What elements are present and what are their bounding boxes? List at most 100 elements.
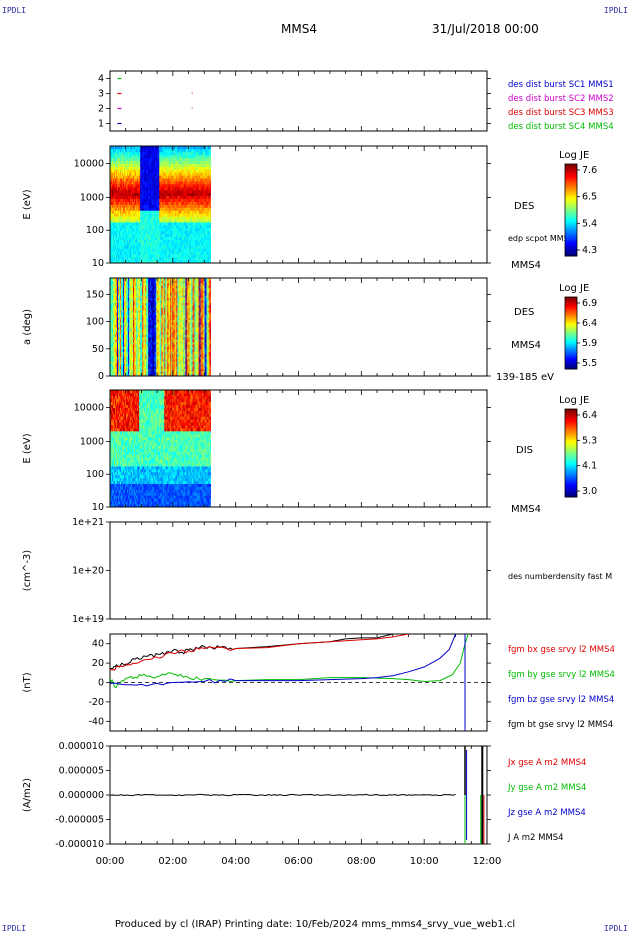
des-energy-cell (175, 216, 177, 220)
des-energy-cell (137, 181, 139, 185)
des-energy-cell (169, 236, 171, 240)
des-energy-cell (173, 148, 175, 153)
des-energy-cell (120, 181, 122, 185)
des-energy-cell (179, 169, 181, 173)
des-energy-cell (137, 175, 139, 179)
des-energy-cell (152, 157, 154, 162)
des-energy-cell (201, 233, 203, 238)
des-energy-cell (145, 213, 147, 217)
des-energy-cell (122, 169, 124, 173)
des-energy-cell (183, 210, 185, 214)
des-energy-cell (166, 210, 168, 214)
des-energy-cell (184, 160, 186, 164)
des-energy-cell (144, 151, 146, 156)
des-energy-cell (140, 204, 142, 208)
des-energy-cell (183, 175, 185, 179)
des-energy-cell (159, 230, 161, 235)
des-energy-cell (136, 224, 138, 229)
des-energy-cell (167, 181, 169, 185)
des-energy-cell (201, 178, 203, 182)
des-energy-cell (193, 181, 195, 185)
des-energy-cell (152, 192, 154, 197)
des-energy-cell (144, 163, 146, 167)
des-energy-cell (127, 148, 129, 153)
des-energy-cell (168, 195, 170, 200)
des-energy-cell (157, 157, 159, 162)
des-energy-cell (185, 204, 187, 208)
des-energy-cell (148, 224, 150, 229)
des-energy-cell (148, 169, 150, 173)
des-energy-cell (155, 192, 157, 197)
des-energy-cell (122, 151, 124, 156)
des-energy-cell (151, 210, 153, 214)
des-energy-cell (152, 181, 154, 185)
des-energy-cell (198, 175, 200, 179)
des-energy-cell (132, 207, 134, 211)
des-energy-cell (150, 160, 152, 164)
des-energy-cell (110, 186, 112, 191)
des-energy-cell (177, 216, 179, 220)
des-energy-cell (186, 154, 188, 159)
des-energy-cell (187, 198, 189, 202)
des-energy-cell (200, 222, 202, 226)
des-energy-cell (116, 248, 118, 252)
des-energy-cell (197, 219, 199, 223)
des-energy-cell (176, 146, 178, 150)
des-energy-cell (138, 186, 140, 191)
des-energy-cell (143, 242, 145, 246)
des-energy-cell (174, 146, 176, 150)
des-energy-cell (202, 154, 204, 159)
des-energy-cell (194, 178, 196, 182)
des-energy-cell (169, 178, 171, 182)
des-energy-cell (180, 157, 182, 162)
des-energy-cell (139, 186, 141, 191)
des-energy-cell (131, 198, 133, 202)
des-energy-cell (128, 207, 130, 211)
des-energy-cell (122, 192, 124, 197)
des-energy-cell (137, 213, 139, 217)
des-energy-cell (157, 148, 159, 153)
des-energy-cell (137, 178, 139, 182)
des-energy-cell (129, 201, 131, 205)
des-energy-cell (202, 175, 204, 179)
des-energy-cell (195, 233, 197, 238)
des-energy-cell (194, 201, 196, 205)
des-energy-cell (110, 248, 112, 252)
des-energy-cell (150, 260, 152, 264)
des-energy-cell (153, 260, 155, 264)
des-energy-cell (176, 172, 178, 176)
des-energy-cell (151, 189, 153, 194)
des-energy-cell (198, 178, 200, 182)
des-energy-cell (162, 227, 164, 232)
des-energy-cell (181, 157, 183, 162)
des-energy-cell (117, 154, 119, 159)
des-energy-cell (147, 186, 149, 191)
colorbar-tick-label: 6.5 (582, 192, 597, 203)
des-energy-cell (150, 245, 152, 249)
des-energy-cell (172, 172, 174, 176)
des-energy-cell (204, 219, 206, 223)
des-energy-cell (117, 181, 119, 185)
des-energy-cell (163, 224, 165, 229)
des-energy-cell (169, 201, 171, 205)
des-energy-cell (116, 148, 118, 153)
des-energy-cell (147, 251, 149, 255)
des-energy-cell (138, 257, 140, 261)
des-energy-cell (147, 257, 149, 261)
des-energy-cell (139, 160, 141, 164)
des-energy-cell (121, 151, 123, 156)
des-energy-cell (131, 195, 133, 200)
des-energy-cell (167, 254, 169, 258)
des-energy-cell (135, 181, 137, 185)
des-energy-cell (194, 148, 196, 153)
des-energy-cell (149, 248, 151, 252)
des-energy-cell (122, 224, 124, 229)
des-energy-cell (168, 260, 170, 264)
des-energy-cell (149, 175, 151, 179)
des-energy-cell (119, 195, 121, 200)
des-energy-cell (183, 201, 185, 205)
des-energy-cell (147, 166, 149, 170)
des-energy-cell (190, 213, 192, 217)
des-energy-cell (123, 181, 125, 185)
des-energy-cell (167, 239, 169, 243)
